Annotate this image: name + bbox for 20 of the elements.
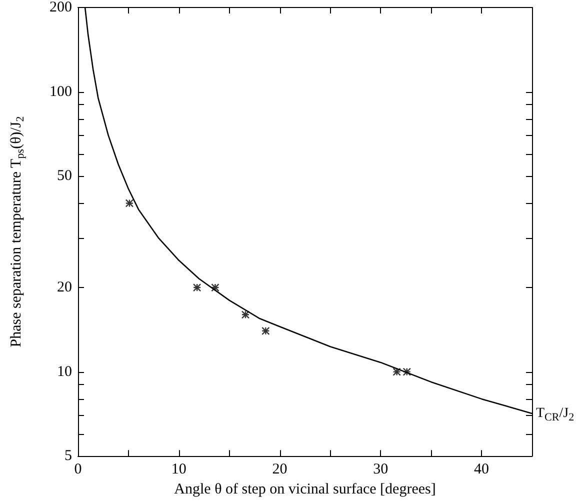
y-tick-label: 20 xyxy=(57,280,72,296)
point xyxy=(262,326,270,335)
point xyxy=(392,368,401,376)
point xyxy=(125,199,134,208)
y-tick-label: 10 xyxy=(57,364,72,380)
point xyxy=(241,310,250,319)
point xyxy=(192,283,202,292)
y-tick-label: 200 xyxy=(50,0,72,16)
x-tick-label: 0 xyxy=(74,462,82,478)
x-tick-label: 20 xyxy=(272,462,288,478)
y-tick-label: 50 xyxy=(57,168,72,184)
x-tick-label: 30 xyxy=(373,462,388,478)
x-axis-title: Angle θ of step on vicinal surface [degrees] xyxy=(174,482,436,498)
point xyxy=(211,283,220,292)
y-axis-title: Phase separation temperature Tps(θ)/J2 xyxy=(8,116,26,348)
x-tick-label: 10 xyxy=(171,462,186,478)
y-tick-label: 5 xyxy=(64,448,72,464)
point xyxy=(402,368,411,376)
y-tick-label: 100 xyxy=(50,84,72,100)
x-tick-label: 40 xyxy=(474,462,490,478)
